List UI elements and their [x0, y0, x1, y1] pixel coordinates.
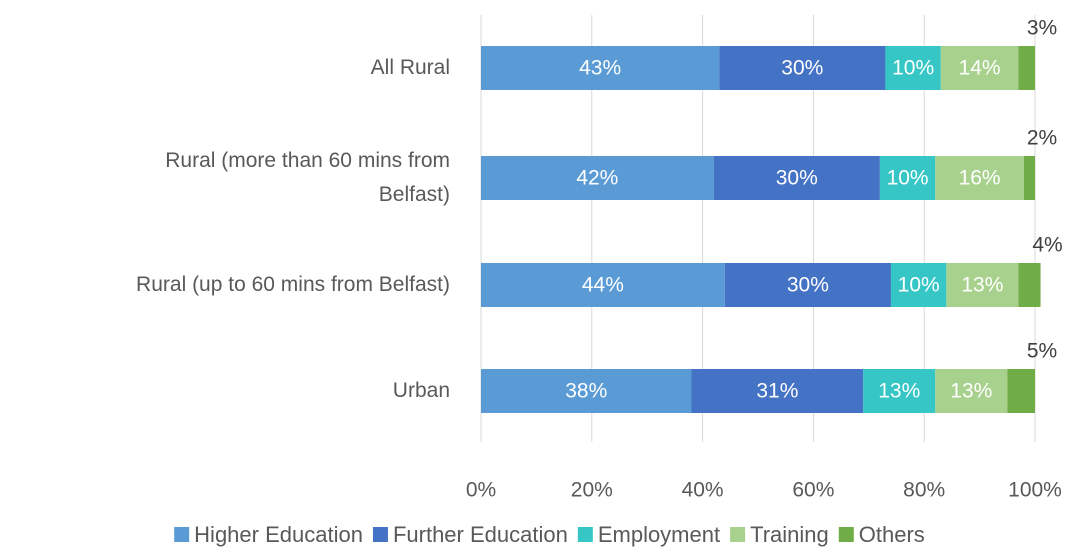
- data-label: 43%: [579, 57, 621, 80]
- bar-segment: [481, 263, 725, 307]
- bar-segment: [713, 156, 880, 200]
- bar-segment: [935, 369, 1008, 413]
- x-tick-label: 100%: [1008, 479, 1062, 502]
- bar-segment: [879, 156, 936, 200]
- bar-segment: [481, 46, 720, 90]
- bar-segment: [1018, 46, 1035, 90]
- x-tick-label: 0%: [466, 479, 496, 502]
- data-label: 16%: [959, 167, 1001, 190]
- bar-segment: [724, 263, 891, 307]
- data-label: 31%: [756, 380, 798, 403]
- data-label: 10%: [892, 57, 934, 80]
- bar-segment: [481, 369, 692, 413]
- bar-segment: [863, 369, 936, 413]
- bar-segment: [1007, 369, 1035, 413]
- bar-segment: [719, 46, 886, 90]
- data-label: 3%: [1027, 17, 1057, 40]
- x-tick-label: 40%: [682, 479, 724, 502]
- x-tick-label: 60%: [792, 479, 834, 502]
- data-label: 5%: [1027, 340, 1057, 363]
- bar-segment: [940, 46, 1019, 90]
- data-label: 30%: [787, 274, 829, 297]
- legend-swatch: [730, 527, 746, 542]
- data-label: 13%: [961, 274, 1003, 297]
- legend-label: Others: [859, 522, 925, 547]
- bar-segment: [890, 263, 947, 307]
- legend-label: Employment: [598, 522, 720, 547]
- legend-swatch: [372, 527, 388, 542]
- data-label: 10%: [898, 274, 940, 297]
- y-tick-label: Rural (more than 60 mins from Belfast): [165, 149, 450, 206]
- y-tick-label: All Rural: [370, 56, 450, 79]
- x-tick-label: 80%: [903, 479, 945, 502]
- data-label: 14%: [959, 57, 1001, 80]
- y-tick-label: Rural (up to 60 mins from Belfast): [136, 273, 450, 296]
- data-label: 42%: [576, 167, 618, 190]
- legend-label: Training: [750, 522, 829, 547]
- bar-segment: [1023, 156, 1035, 200]
- data-label: 13%: [950, 380, 992, 403]
- data-label: 30%: [781, 57, 823, 80]
- bar-segment: [691, 369, 864, 413]
- bar-segment: [481, 156, 714, 200]
- data-label: 38%: [565, 380, 607, 403]
- data-label: 44%: [582, 274, 624, 297]
- legend-swatch: [174, 527, 190, 542]
- data-label: 2%: [1027, 127, 1057, 150]
- bar-segment: [935, 156, 1024, 200]
- legend-label: Further Education: [393, 522, 568, 547]
- data-label: 10%: [887, 167, 929, 190]
- bar-segment: [946, 263, 1019, 307]
- legend-label: Higher Education: [194, 522, 363, 547]
- data-label: 30%: [776, 167, 818, 190]
- x-tick-label: 20%: [571, 479, 613, 502]
- bar-segment: [1018, 263, 1041, 307]
- legend-swatch: [838, 527, 854, 542]
- y-tick-label: Urban: [392, 379, 450, 402]
- legend-swatch: [577, 527, 593, 542]
- data-label: 4%: [1032, 234, 1062, 257]
- bar-segment: [885, 46, 941, 90]
- data-label: 13%: [878, 380, 920, 403]
